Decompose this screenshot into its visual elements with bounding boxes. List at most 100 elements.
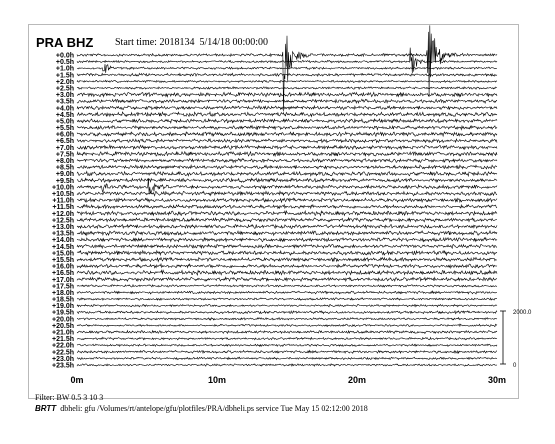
row-label: +6.5h <box>56 138 74 145</box>
row-label: +16.0h <box>52 264 74 271</box>
trace-line <box>76 229 498 237</box>
trace-line <box>76 343 498 348</box>
row-label: +5.0h <box>56 118 74 125</box>
row-label: +1.5h <box>56 72 74 79</box>
row-label: +5.5h <box>56 125 74 132</box>
trace-line <box>76 131 498 138</box>
trace-line <box>76 98 498 105</box>
trace-line <box>76 223 498 230</box>
row-label: +3.5h <box>56 99 74 106</box>
trace-line <box>76 64 498 73</box>
trace-line <box>76 356 498 361</box>
trace-line <box>76 170 498 178</box>
plot-frame <box>28 24 519 399</box>
row-label: +12.5h <box>52 217 74 224</box>
row-label: +23.5h <box>52 363 74 370</box>
row-label: +19.5h <box>52 310 74 317</box>
trace-line <box>76 110 498 118</box>
row-label: +11.0h <box>52 198 74 205</box>
trace-line <box>76 323 498 328</box>
trace-line <box>76 72 498 78</box>
row-label: +15.0h <box>52 250 74 257</box>
trace-line <box>76 309 498 315</box>
trace-line <box>76 85 498 90</box>
row-label: +21.0h <box>52 330 74 337</box>
row-label: +0.0h <box>56 53 74 60</box>
trace-line <box>76 316 498 321</box>
trace-line <box>76 47 498 74</box>
trace-line <box>76 297 497 301</box>
row-label: +8.0h <box>56 158 74 165</box>
trace-line <box>76 117 498 124</box>
trace-line <box>76 243 498 250</box>
trace-line <box>76 197 498 204</box>
x-tick-label: 0m <box>70 375 83 385</box>
row-label: +23.0h <box>52 356 74 363</box>
brtt-logo: BRTT <box>35 404 57 413</box>
row-label: +10.5h <box>52 191 74 198</box>
row-label: +2.0h <box>56 79 74 86</box>
trace-line <box>76 79 498 84</box>
trace-line <box>76 249 498 257</box>
row-label: +22.5h <box>52 349 74 356</box>
trace-line <box>76 276 498 283</box>
trace-line <box>76 283 498 288</box>
trace-line <box>76 138 498 144</box>
row-label: +17.0h <box>52 277 74 284</box>
trace-line <box>76 150 498 158</box>
trace-line <box>76 104 498 111</box>
row-label: +14.5h <box>52 244 74 251</box>
trace-line <box>76 177 498 184</box>
footer-info-text: dbheli: gfu /Volumes/rt/antelope/gfu/plo… <box>60 404 368 413</box>
x-tick-label: 10m <box>208 375 226 385</box>
scale-bar-top-label: 2000.0 <box>513 310 532 316</box>
row-label: +11.5h <box>52 204 74 211</box>
row-label: +7.0h <box>56 145 74 152</box>
row-label: +14.0h <box>52 237 74 244</box>
trace-line <box>76 216 498 223</box>
row-label: +20.5h <box>52 323 74 330</box>
row-label: +9.5h <box>56 178 74 185</box>
trace-line <box>76 190 498 197</box>
row-label: +19.0h <box>52 303 74 310</box>
station-title: PRA BHZ <box>36 35 94 50</box>
trace-line <box>77 336 498 341</box>
trace-line <box>76 178 498 194</box>
trace-line <box>76 303 498 308</box>
row-label: +9.0h <box>56 171 74 178</box>
trace-line <box>76 209 498 217</box>
trace-line <box>76 144 498 151</box>
trace-line <box>76 124 498 131</box>
row-label: +20.0h <box>52 316 74 323</box>
scale-bar-bottom-label: 0 <box>513 363 517 369</box>
row-label: +6.0h <box>56 132 74 139</box>
footer-info: BRTT dbheli: gfu /Volumes/rt/antelope/gf… <box>35 404 368 413</box>
trace-line <box>76 91 498 98</box>
row-label: +0.5h <box>56 59 74 66</box>
row-label: +13.5h <box>52 231 74 238</box>
trace-line <box>76 256 497 263</box>
row-label: +18.5h <box>52 297 74 304</box>
x-tick-label: 30m <box>488 375 506 385</box>
row-label: +7.5h <box>56 151 74 158</box>
row-label: +3.0h <box>56 92 74 99</box>
row-label: +4.5h <box>56 112 74 119</box>
trace-line <box>76 236 498 243</box>
row-label: +15.5h <box>52 257 74 264</box>
row-label: +1.0h <box>56 66 74 73</box>
start-time: Start time: 2018134 5/14/18 00:00:00 <box>115 37 269 48</box>
row-label: +8.5h <box>56 165 74 172</box>
trace-line <box>76 203 498 210</box>
trace-line <box>76 349 498 355</box>
row-label: +10.0h <box>52 184 74 191</box>
trace-line <box>76 290 498 295</box>
trace-line <box>76 262 498 269</box>
row-label: +2.5h <box>56 85 74 92</box>
row-label: +12.0h <box>52 211 74 218</box>
trace-line <box>76 329 498 335</box>
row-label: +21.5h <box>52 336 74 343</box>
trace-line <box>76 157 498 164</box>
row-label: +17.5h <box>52 283 74 290</box>
trace-line <box>76 164 498 170</box>
